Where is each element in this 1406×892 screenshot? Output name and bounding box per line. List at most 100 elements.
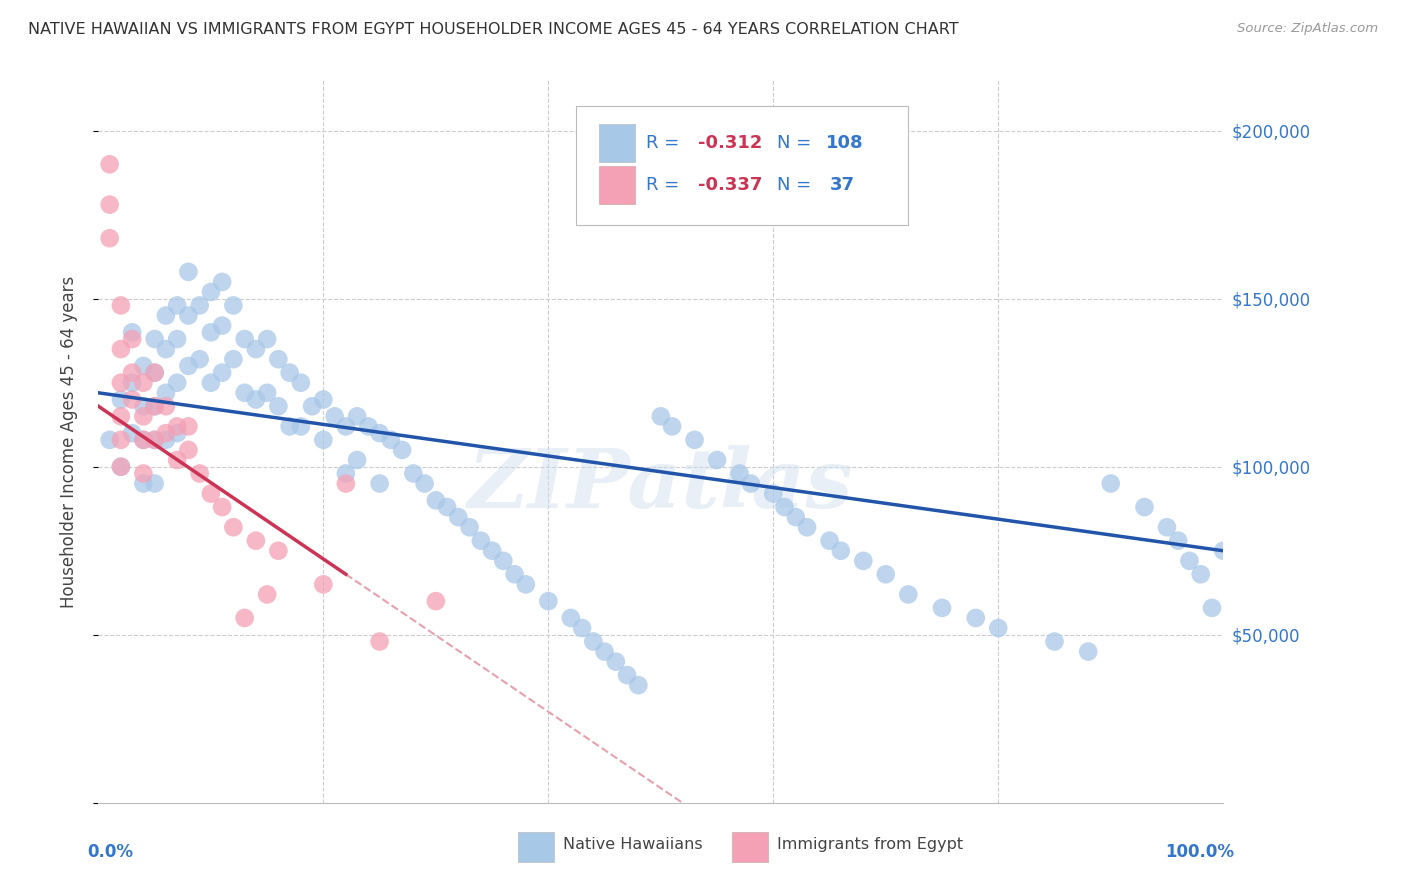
Text: N =: N = [776,176,817,194]
Point [211,318,233,333]
Point [413,476,436,491]
Text: -0.337: -0.337 [697,176,762,194]
Point [98,197,121,211]
Point [132,376,155,390]
Point [177,419,200,434]
Point [121,426,143,441]
Point [143,332,166,346]
Point [256,385,278,400]
Point [312,577,335,591]
Point [222,520,245,534]
Point [481,543,503,558]
Point [290,419,312,434]
Point [503,567,526,582]
Point [155,385,177,400]
Point [335,476,357,491]
Point [155,399,177,413]
Point [830,543,852,558]
Point [155,342,177,356]
Point [143,433,166,447]
Point [155,433,177,447]
Point [132,476,155,491]
Point [256,587,278,601]
Text: 0.0%: 0.0% [87,843,134,861]
Point [762,486,785,500]
Point [965,611,987,625]
Point [166,426,188,441]
Point [346,409,368,424]
Text: 108: 108 [827,134,863,153]
Point [110,376,132,390]
Point [380,433,402,447]
Point [1099,476,1122,491]
Point [155,426,177,441]
FancyBboxPatch shape [731,831,768,862]
Point [211,366,233,380]
Point [515,577,537,591]
Point [110,459,132,474]
Text: NATIVE HAWAIIAN VS IMMIGRANTS FROM EGYPT HOUSEHOLDER INCOME AGES 45 - 64 YEARS C: NATIVE HAWAIIAN VS IMMIGRANTS FROM EGYPT… [28,22,959,37]
Point [785,510,807,524]
FancyBboxPatch shape [576,105,908,225]
Point [852,554,875,568]
Point [357,419,380,434]
Point [132,409,155,424]
FancyBboxPatch shape [517,831,554,862]
Point [200,326,222,340]
Point [605,655,627,669]
Point [1167,533,1189,548]
Text: Source: ZipAtlas.com: Source: ZipAtlas.com [1237,22,1378,36]
Text: R =: R = [647,134,685,153]
Point [166,453,188,467]
Point [98,433,121,447]
Point [98,157,121,171]
Point [301,399,323,413]
Point [222,352,245,367]
Point [166,419,188,434]
Point [290,376,312,390]
Point [267,352,290,367]
Point [132,467,155,481]
Point [166,332,188,346]
Point [1201,600,1223,615]
FancyBboxPatch shape [599,124,636,162]
Point [278,366,301,380]
Point [110,409,132,424]
Point [110,459,132,474]
Point [335,467,357,481]
Point [492,554,515,568]
Point [98,231,121,245]
Text: 37: 37 [830,176,855,194]
Point [166,376,188,390]
Point [143,366,166,380]
Point [1189,567,1212,582]
Point [143,476,166,491]
Point [650,409,672,424]
Text: N =: N = [776,134,817,153]
Point [425,594,447,608]
Point [110,392,132,407]
Point [931,600,953,615]
Point [571,621,593,635]
Point [470,533,492,548]
Point [560,611,582,625]
Point [1178,554,1201,568]
Point [368,634,391,648]
Point [177,359,200,373]
Text: R =: R = [647,176,685,194]
Point [1077,644,1099,658]
Point [188,298,211,312]
Point [1156,520,1178,534]
Point [211,500,233,514]
Point [245,392,267,407]
Point [132,433,155,447]
Point [683,433,706,447]
Point [177,442,200,457]
Text: 100.0%: 100.0% [1166,843,1234,861]
Point [425,493,447,508]
Point [1212,543,1234,558]
Point [740,476,762,491]
Point [110,433,132,447]
Point [177,265,200,279]
Point [245,533,267,548]
